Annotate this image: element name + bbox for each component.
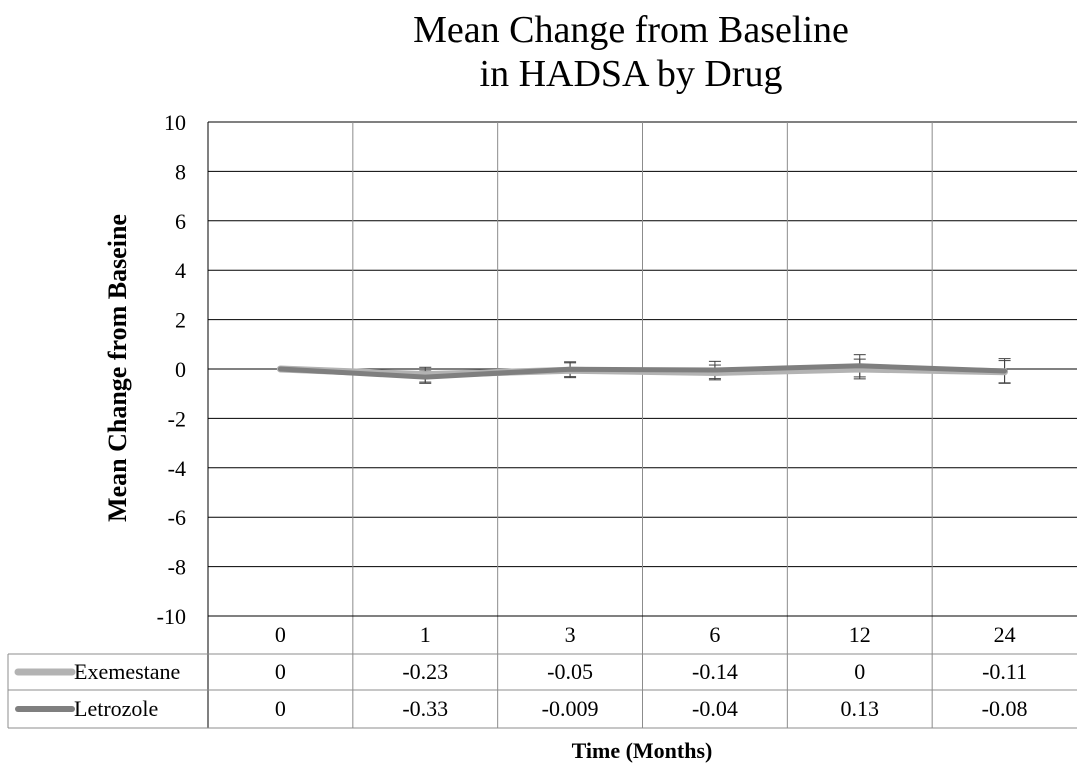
chart-title-line: Mean Change from Baseline bbox=[413, 9, 849, 51]
y-tick-label: -10 bbox=[157, 604, 186, 629]
y-tick-label: 6 bbox=[175, 209, 186, 234]
y-tick-label: -4 bbox=[168, 456, 186, 481]
y-tick-label: -8 bbox=[168, 555, 186, 580]
data-label: -0.33 bbox=[402, 696, 448, 721]
chart-title-line: in HADSA by Drug bbox=[480, 53, 783, 95]
data-label: -0.11 bbox=[982, 659, 1027, 684]
data-label: -0.08 bbox=[982, 696, 1028, 721]
data-label: -0.23 bbox=[402, 659, 448, 684]
data-label: 0 bbox=[854, 659, 865, 684]
x-category-label: 1 bbox=[420, 622, 431, 647]
y-axis-title: Mean Change from Baseine bbox=[103, 214, 132, 522]
data-label: 0.13 bbox=[841, 696, 880, 721]
x-category-label: 12 bbox=[849, 622, 871, 647]
x-category-label: 24 bbox=[994, 622, 1016, 647]
legend-label: Letrozole bbox=[74, 696, 158, 721]
y-tick-label: 4 bbox=[175, 258, 186, 283]
data-label: 0 bbox=[275, 696, 286, 721]
x-axis-title: Time (Months) bbox=[572, 738, 713, 763]
y-tick-label: 2 bbox=[175, 308, 186, 333]
y-tick-label: 8 bbox=[175, 159, 186, 184]
data-label: -0.05 bbox=[547, 659, 593, 684]
data-label: -0.14 bbox=[692, 659, 738, 684]
y-tick-label: 10 bbox=[164, 110, 186, 135]
data-label: -0.009 bbox=[542, 696, 599, 721]
x-category-label: 3 bbox=[565, 622, 576, 647]
x-category-label: 6 bbox=[709, 622, 720, 647]
y-tick-label: -6 bbox=[168, 505, 186, 530]
legend-label: Exemestane bbox=[74, 659, 180, 684]
y-tick-label: 0 bbox=[175, 357, 186, 382]
data-label: 0 bbox=[275, 659, 286, 684]
y-tick-label: -2 bbox=[168, 406, 186, 431]
x-category-label: 0 bbox=[275, 622, 286, 647]
data-label: -0.04 bbox=[692, 696, 738, 721]
